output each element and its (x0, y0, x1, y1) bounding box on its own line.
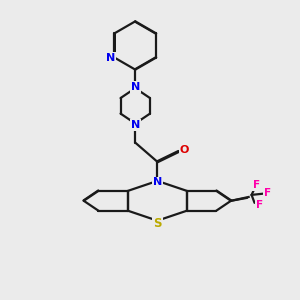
Text: O: O (180, 145, 189, 155)
Text: F: F (264, 188, 271, 198)
Text: F: F (256, 200, 263, 210)
Text: N: N (131, 82, 140, 92)
Text: F: F (253, 180, 260, 190)
Text: N: N (131, 120, 140, 130)
Text: S: S (153, 217, 162, 230)
Text: N: N (106, 52, 116, 62)
Text: N: N (153, 177, 162, 188)
